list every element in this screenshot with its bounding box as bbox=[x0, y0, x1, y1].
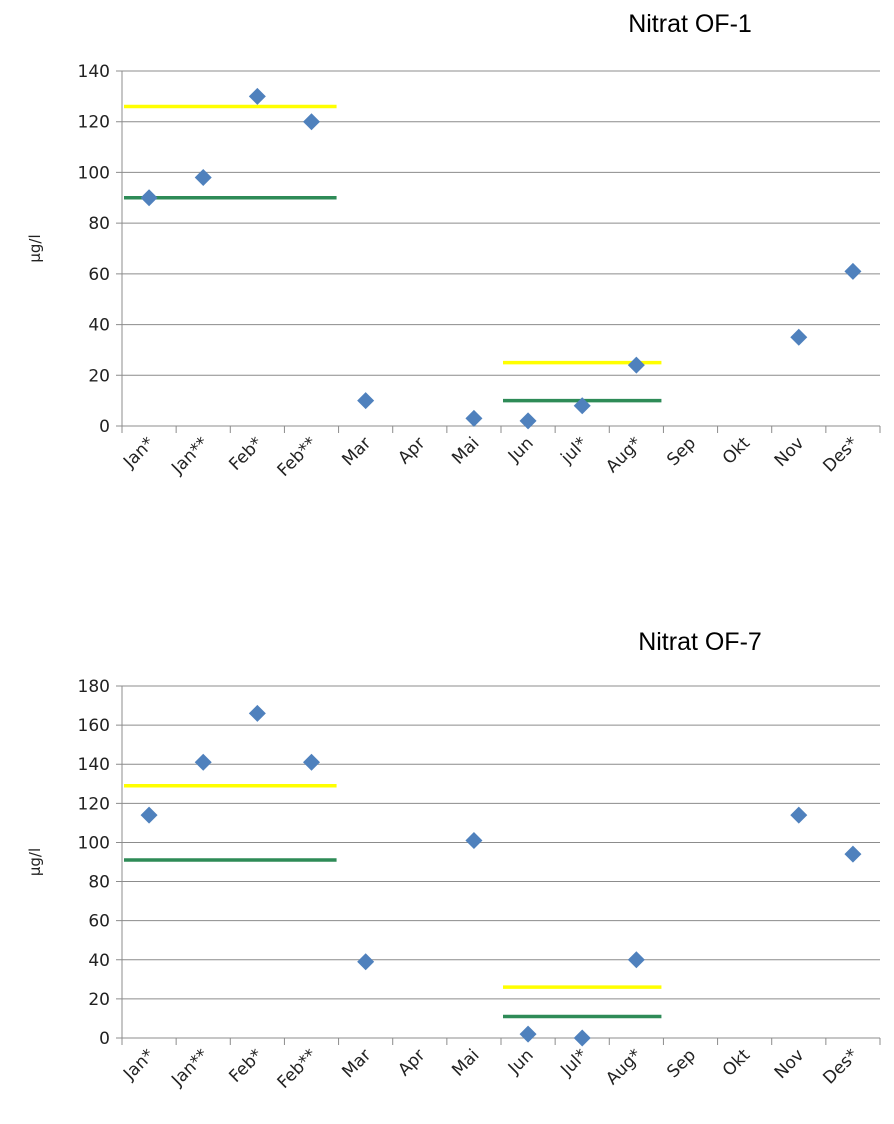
data-point bbox=[140, 806, 158, 824]
chart-title: Nitrat OF-7 bbox=[638, 628, 762, 656]
data-point bbox=[790, 806, 808, 824]
y-tick-label: 140 bbox=[78, 62, 110, 82]
data-point bbox=[303, 753, 320, 771]
data-point bbox=[573, 397, 591, 415]
x-tick-label: Jun bbox=[504, 1045, 538, 1079]
chart-title: Nitrat OF-1 bbox=[628, 10, 752, 38]
x-tick-label: Jul* bbox=[556, 1045, 591, 1080]
y-tick-label: 80 bbox=[88, 214, 110, 234]
x-tick-label: Nov bbox=[771, 1045, 809, 1083]
x-tick-label: Jan** bbox=[167, 1045, 212, 1090]
data-point bbox=[573, 1029, 591, 1047]
y-tick-label: 100 bbox=[78, 833, 110, 853]
data-point bbox=[627, 951, 645, 969]
y-tick-label: 0 bbox=[99, 1029, 110, 1049]
data-point bbox=[844, 262, 862, 280]
x-tick-label: Jun bbox=[504, 433, 538, 467]
data-point bbox=[465, 409, 483, 427]
x-tick-label: Nov bbox=[771, 433, 809, 471]
y-axis-label: µg/l bbox=[26, 848, 44, 876]
x-tick-label: Jan** bbox=[167, 433, 212, 478]
y-tick-label: 20 bbox=[88, 366, 110, 386]
y-tick-label: 20 bbox=[88, 990, 110, 1010]
x-tick-label: Jan* bbox=[119, 433, 158, 472]
y-tick-label: 100 bbox=[78, 163, 110, 183]
data-point bbox=[194, 753, 212, 771]
data-point bbox=[844, 845, 862, 863]
y-tick-label: 120 bbox=[78, 113, 110, 133]
x-tick-label: Mai bbox=[448, 1045, 483, 1080]
x-tick-label: Okt bbox=[719, 1045, 755, 1081]
data-point bbox=[140, 189, 158, 207]
y-tick-label: 40 bbox=[88, 316, 110, 336]
y-tick-label: 80 bbox=[88, 873, 110, 893]
x-tick-label: Okt bbox=[719, 433, 755, 469]
x-tick-label: jul* bbox=[557, 433, 592, 468]
x-tick-label: Des* bbox=[819, 1045, 862, 1088]
y-tick-label: 60 bbox=[88, 912, 110, 932]
y-tick-label: 40 bbox=[88, 951, 110, 971]
x-tick-label: Apr bbox=[394, 433, 429, 468]
x-tick-label: Mar bbox=[338, 1045, 375, 1082]
data-point bbox=[357, 953, 375, 971]
chart-nitrat-of-7: Nitrat OF-7 µg/l 0 20 40 60 80 100 120 140 160 180 J… bbox=[0, 600, 894, 1124]
data-point bbox=[519, 412, 537, 430]
chart-svg: Nitrat OF-1 µg/l 0 20 40 60 80 100 120 140 Jan* Jan… bbox=[26, 10, 881, 481]
data-point bbox=[357, 392, 375, 410]
data-point bbox=[519, 1025, 537, 1043]
y-tick-label: 140 bbox=[78, 755, 110, 775]
x-tick-label: Mai bbox=[448, 433, 483, 468]
x-tick-label: Feb* bbox=[225, 1045, 266, 1086]
y-tick-label: 120 bbox=[78, 794, 110, 814]
x-tick-label: Sep bbox=[663, 433, 700, 470]
data-point bbox=[790, 328, 808, 346]
x-tick-label: Feb** bbox=[274, 1045, 321, 1092]
x-tick-label: Feb** bbox=[274, 433, 321, 480]
x-tick-label: Apr bbox=[394, 1045, 429, 1080]
y-tick-label: 0 bbox=[99, 417, 110, 437]
chart-svg: Nitrat OF-7 µg/l 0 20 40 60 80 100 120 140 160 180 J… bbox=[26, 628, 881, 1093]
x-tick-label: Des* bbox=[819, 433, 862, 476]
x-tick-label: Feb* bbox=[225, 433, 266, 474]
chart-nitrat-of-1: Nitrat OF-1 µg/l 0 20 40 60 80 100 120 140 Jan* Jan… bbox=[0, 0, 894, 560]
x-tick-label: Aug* bbox=[602, 1045, 646, 1089]
data-point bbox=[465, 831, 483, 849]
y-tick-label: 160 bbox=[78, 716, 110, 736]
data-point bbox=[248, 704, 266, 722]
data-point bbox=[194, 169, 212, 186]
y-axis-label: µg/l bbox=[26, 234, 44, 262]
data-point bbox=[627, 356, 645, 374]
x-tick-label: Aug* bbox=[602, 433, 646, 477]
x-tick-label: Mar bbox=[338, 433, 375, 470]
data-point bbox=[303, 113, 320, 131]
y-tick-label: 60 bbox=[88, 265, 110, 285]
x-tick-label: Jan* bbox=[119, 1045, 158, 1084]
data-point bbox=[248, 87, 266, 105]
x-tick-label: Sep bbox=[663, 1045, 700, 1082]
y-tick-label: 180 bbox=[78, 677, 110, 697]
